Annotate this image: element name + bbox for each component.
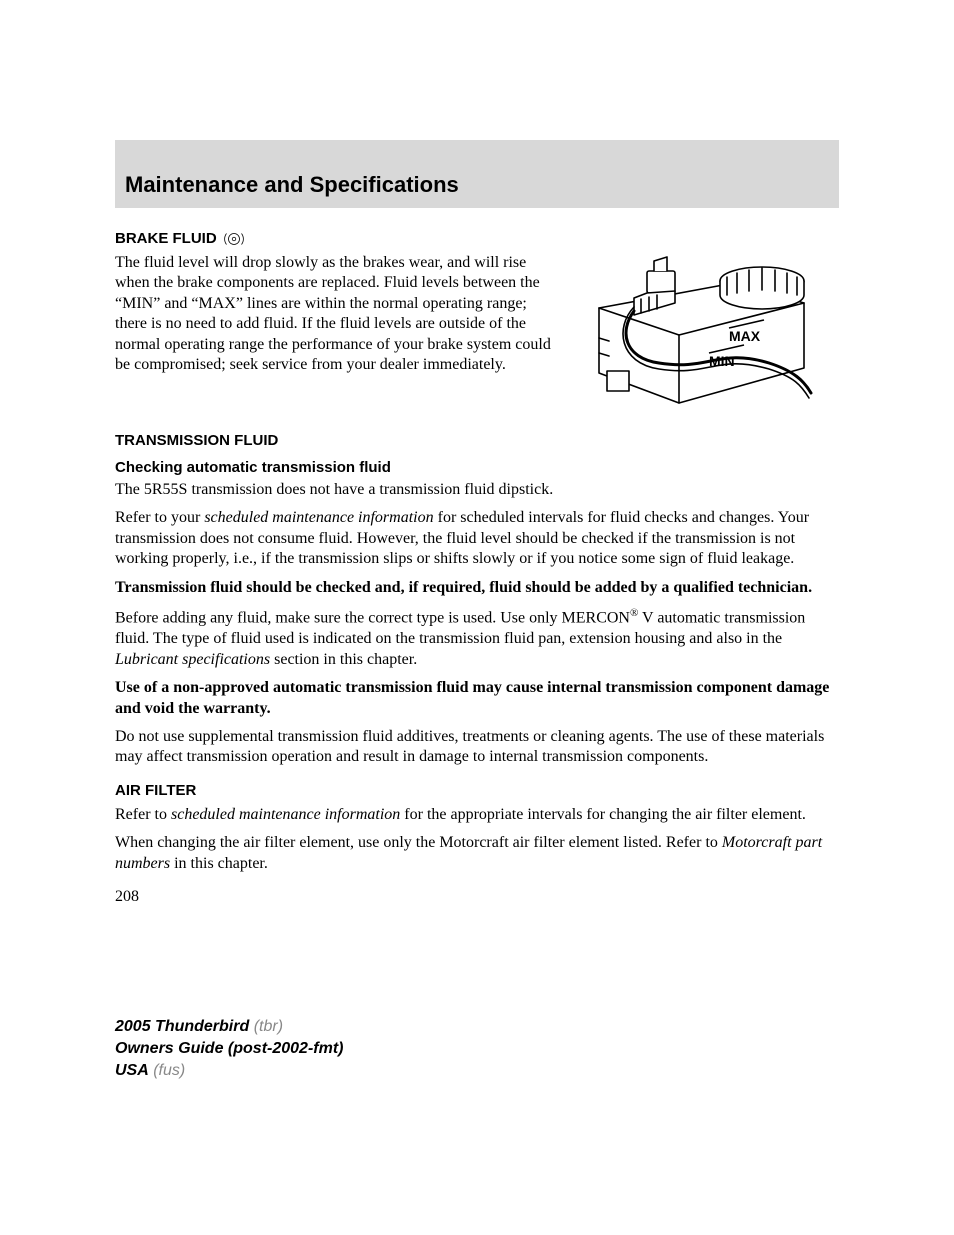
footer-line-1: 2005 Thunderbird (tbr): [115, 1016, 839, 1038]
text-span: Refer to your: [115, 509, 204, 526]
brake-warning-icon: [223, 231, 245, 247]
heading-brake-fluid: BRAKE FLUID: [115, 230, 839, 247]
heading-transmission-fluid: TRANSMISSION FLUID: [115, 432, 839, 449]
heading-brake-fluid-text: BRAKE FLUID: [115, 230, 217, 247]
reservoir-min-label: MIN: [709, 353, 735, 369]
transmission-para-4: Do not use supplemental transmission flu…: [115, 727, 839, 768]
transmission-bold-2: Use of a non-approved automatic transmis…: [115, 678, 839, 719]
text-emphasis: scheduled maintenance information: [204, 509, 433, 526]
chapter-title-bar: Maintenance and Specifications: [115, 140, 839, 208]
text-span: Refer to: [115, 806, 171, 823]
footer-region-code: (fus): [149, 1062, 185, 1079]
text-emphasis: Lubricant specifications: [115, 651, 270, 668]
transmission-para-2: Refer to your scheduled maintenance info…: [115, 508, 839, 569]
transmission-para-3: Before adding any fluid, make sure the c…: [115, 606, 839, 670]
reservoir-max-label: MAX: [729, 328, 761, 344]
footer-vehicle-code: (tbr): [249, 1018, 283, 1035]
heading-air-filter-text: AIR FILTER: [115, 782, 196, 799]
brake-fluid-row: The fluid level will drop slowly as the …: [115, 253, 839, 418]
text-span: section in this chapter.: [270, 651, 417, 668]
footer-region: USA: [115, 1062, 149, 1079]
footer-line-2: Owners Guide (post-2002-fmt): [115, 1038, 839, 1060]
chapter-title: Maintenance and Specifications: [125, 172, 829, 198]
text-span: Before adding any fluid, make sure the c…: [115, 610, 630, 627]
page-container: Maintenance and Specifications BRAKE FLU…: [0, 0, 954, 1141]
airfilter-para-1: Refer to scheduled maintenance informati…: [115, 805, 839, 825]
brake-fluid-paragraph: The fluid level will drop slowly as the …: [115, 253, 561, 376]
footer-vehicle-name: 2005 Thunderbird: [115, 1018, 249, 1035]
page-number: 208: [115, 888, 839, 906]
transmission-para-1: The 5R55S transmission does not have a t…: [115, 480, 839, 500]
footer-block: 2005 Thunderbird (tbr) Owners Guide (pos…: [115, 1016, 839, 1081]
text-span: for the appropriate intervals for changi…: [400, 806, 806, 823]
subheading-checking-atf: Checking automatic transmission fluid: [115, 459, 839, 476]
footer-line-3: USA (fus): [115, 1060, 839, 1082]
brake-reservoir-figure: MAX MIN: [579, 253, 839, 418]
heading-transmission-fluid-text: TRANSMISSION FLUID: [115, 432, 278, 449]
transmission-bold-1: Transmission fluid should be checked and…: [115, 578, 839, 598]
airfilter-para-2: When changing the air filter element, us…: [115, 833, 839, 874]
text-emphasis: scheduled maintenance information: [171, 806, 400, 823]
text-span: When changing the air filter element, us…: [115, 834, 722, 851]
text-span: in this chapter.: [170, 855, 268, 872]
heading-air-filter: AIR FILTER: [115, 782, 839, 799]
